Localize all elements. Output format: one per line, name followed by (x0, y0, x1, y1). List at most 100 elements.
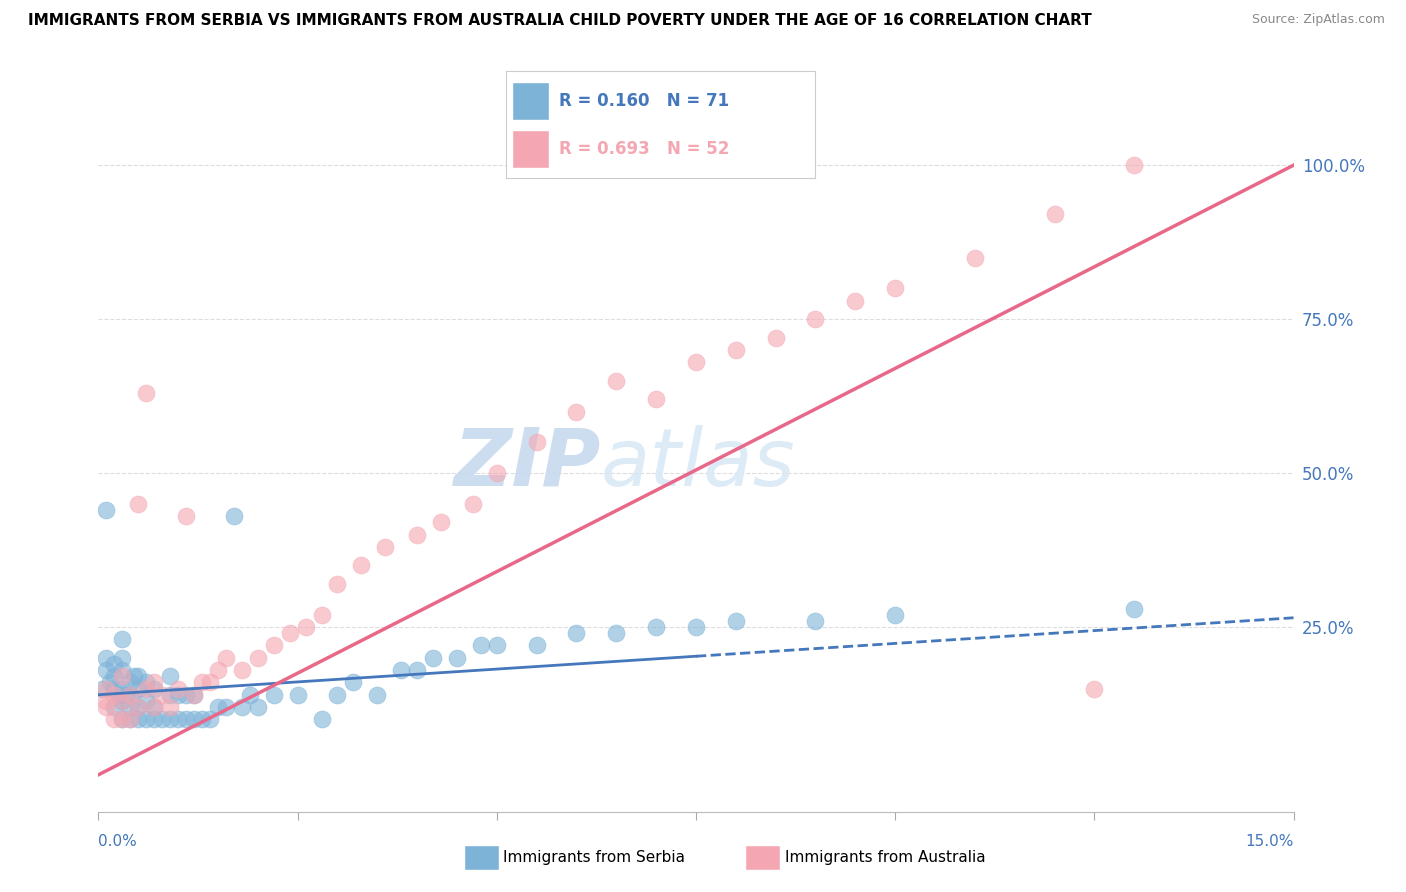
Point (124, 669, 146, 683)
Y-axis label: Child Poverty Under the Age of 16: Child Poverty Under the Age of 16 (0, 334, 7, 594)
Point (135, 694, 157, 708)
Point (485, 466, 508, 480)
Point (526, 435, 548, 450)
Point (963, 251, 986, 265)
Point (111, 694, 134, 708)
Text: atlas: atlas (600, 425, 796, 503)
Point (120, 688, 142, 702)
Point (143, 681, 166, 696)
Point (263, 688, 285, 702)
Point (724, 343, 747, 357)
Point (191, 675, 214, 690)
Point (430, 516, 453, 530)
Point (96, 663, 118, 677)
Point (724, 614, 747, 628)
Point (159, 669, 181, 683)
Text: Immigrants from Serbia: Immigrants from Serbia (503, 850, 685, 864)
Point (103, 688, 125, 702)
Point (215, 700, 238, 714)
Point (167, 712, 190, 726)
Point (565, 626, 588, 640)
Point (645, 392, 668, 407)
Point (239, 688, 262, 702)
Point (1123, 601, 1146, 615)
Point (103, 712, 125, 726)
Point (231, 700, 253, 714)
Point (96, 700, 118, 714)
Point (207, 663, 229, 677)
Point (294, 620, 316, 634)
Point (143, 700, 166, 714)
Text: Immigrants from Australia: Immigrants from Australia (785, 850, 986, 864)
Point (120, 675, 142, 690)
Text: R = 0.160   N = 71: R = 0.160 N = 71 (558, 93, 728, 111)
Point (174, 688, 197, 702)
Point (174, 712, 197, 726)
Point (159, 688, 181, 702)
Text: R = 0.693   N = 52: R = 0.693 N = 52 (558, 141, 730, 159)
Point (685, 355, 707, 369)
Point (645, 620, 668, 634)
Point (446, 650, 468, 665)
Point (100, 675, 122, 690)
Point (120, 688, 142, 702)
Text: 15.0%: 15.0% (1246, 834, 1294, 849)
Point (804, 614, 827, 628)
Point (389, 663, 412, 677)
Text: Source: ZipAtlas.com: Source: ZipAtlas.com (1251, 13, 1385, 27)
Point (111, 694, 134, 708)
Point (143, 712, 166, 726)
Point (127, 497, 149, 511)
Point (120, 700, 142, 714)
Point (1083, 681, 1105, 696)
Point (91, 681, 114, 696)
Point (103, 669, 125, 683)
FancyBboxPatch shape (512, 130, 550, 168)
Text: IMMIGRANTS FROM SERBIA VS IMMIGRANTS FROM AUSTRALIA CHILD POVERTY UNDER THE AGE : IMMIGRANTS FROM SERBIA VS IMMIGRANTS FRO… (28, 13, 1092, 29)
Point (342, 675, 364, 690)
Point (198, 712, 221, 726)
Point (135, 386, 157, 401)
Point (174, 509, 197, 524)
Point (884, 607, 907, 622)
Point (844, 293, 866, 308)
Point (278, 626, 301, 640)
Point (159, 700, 181, 714)
Point (526, 639, 548, 653)
Point (143, 675, 166, 690)
Text: 0.0%: 0.0% (98, 834, 138, 849)
Point (231, 663, 253, 677)
Point (135, 681, 157, 696)
Point (127, 669, 149, 683)
Point (120, 712, 142, 726)
Point (565, 404, 588, 418)
Point (406, 663, 429, 677)
Text: ZIP: ZIP (453, 425, 600, 503)
Point (350, 558, 373, 573)
Point (765, 330, 787, 344)
Point (103, 700, 125, 714)
Point (485, 639, 508, 653)
Point (461, 497, 484, 511)
Point (311, 607, 333, 622)
Point (111, 650, 134, 665)
Point (127, 700, 149, 714)
Point (191, 712, 214, 726)
Point (150, 688, 173, 702)
Point (685, 620, 707, 634)
Point (1123, 158, 1146, 172)
Point (167, 688, 190, 702)
Point (111, 663, 134, 677)
Point (96, 694, 118, 708)
Point (246, 700, 269, 714)
Point (287, 688, 309, 702)
Point (326, 577, 349, 591)
Point (111, 681, 134, 696)
Point (111, 712, 134, 726)
Point (135, 712, 157, 726)
Point (804, 312, 827, 326)
Point (605, 374, 627, 388)
Point (366, 688, 388, 702)
Point (143, 700, 166, 714)
Point (183, 688, 205, 702)
